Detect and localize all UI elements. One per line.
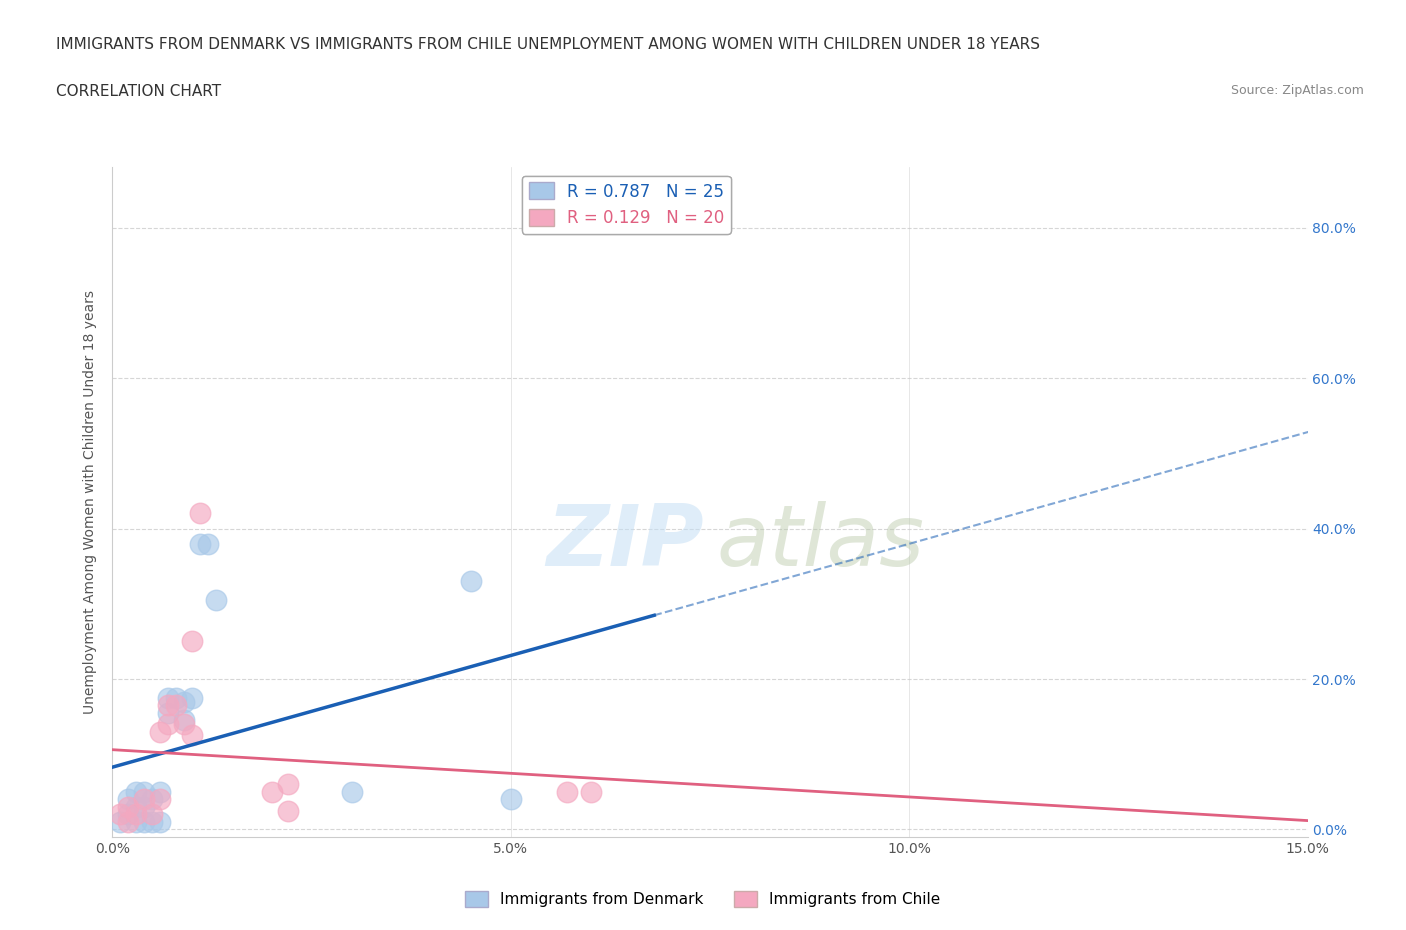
Point: [173, 717, 195, 732]
Point: [149, 724, 172, 739]
Point: [188, 536, 211, 551]
Legend: Immigrants from Denmark, Immigrants from Chile: Immigrants from Denmark, Immigrants from…: [460, 884, 946, 913]
Y-axis label: Unemployment Among Women with Children Under 18 years: Unemployment Among Women with Children U…: [83, 290, 97, 714]
Point: [125, 815, 148, 830]
Point: [277, 804, 299, 818]
Point: [157, 690, 180, 705]
Point: [499, 792, 522, 807]
Point: [188, 506, 211, 521]
Point: [134, 784, 156, 799]
Point: [173, 713, 195, 728]
Point: [149, 784, 172, 799]
Point: [134, 815, 156, 830]
Point: [340, 784, 363, 799]
Point: [579, 784, 602, 799]
Point: [555, 784, 578, 799]
Point: [157, 698, 180, 712]
Legend: R = 0.787   N = 25, R = 0.129   N = 20: R = 0.787 N = 25, R = 0.129 N = 20: [522, 176, 731, 233]
Point: [141, 792, 163, 807]
Point: [149, 815, 172, 830]
Point: [460, 574, 482, 589]
Point: [110, 807, 132, 822]
Point: [165, 698, 187, 712]
Point: [141, 807, 163, 822]
Point: [181, 690, 204, 705]
Text: atlas: atlas: [716, 501, 924, 584]
Text: IMMIGRANTS FROM DENMARK VS IMMIGRANTS FROM CHILE UNEMPLOYMENT AMONG WOMEN WITH C: IMMIGRANTS FROM DENMARK VS IMMIGRANTS FR…: [56, 37, 1040, 52]
Point: [117, 800, 139, 815]
Point: [117, 815, 139, 830]
Point: [141, 815, 163, 830]
Point: [117, 807, 139, 822]
Point: [181, 634, 204, 649]
Point: [157, 717, 180, 732]
Point: [181, 728, 204, 743]
Point: [125, 807, 148, 822]
Point: [165, 690, 187, 705]
Point: [157, 706, 180, 721]
Point: [125, 800, 148, 815]
Point: [134, 792, 156, 807]
Point: [277, 777, 299, 791]
Point: [117, 792, 139, 807]
Point: [260, 784, 283, 799]
Point: [173, 694, 195, 709]
Text: Source: ZipAtlas.com: Source: ZipAtlas.com: [1230, 84, 1364, 97]
Point: [110, 815, 132, 830]
Text: CORRELATION CHART: CORRELATION CHART: [56, 84, 221, 99]
Point: [134, 800, 156, 815]
Point: [125, 784, 148, 799]
Text: ZIP: ZIP: [547, 501, 704, 584]
Point: [197, 536, 219, 551]
Point: [149, 792, 172, 807]
Point: [205, 592, 228, 607]
